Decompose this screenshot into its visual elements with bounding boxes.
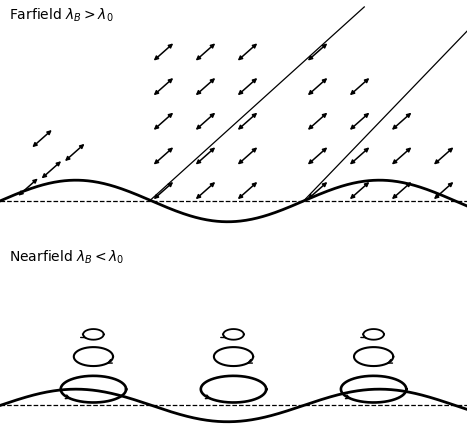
Text: Nearfield $\lambda_B < \lambda_0$: Nearfield $\lambda_B < \lambda_0$ bbox=[9, 248, 125, 266]
Text: Farfield $\lambda_B > \lambda_0$: Farfield $\lambda_B > \lambda_0$ bbox=[9, 7, 114, 24]
